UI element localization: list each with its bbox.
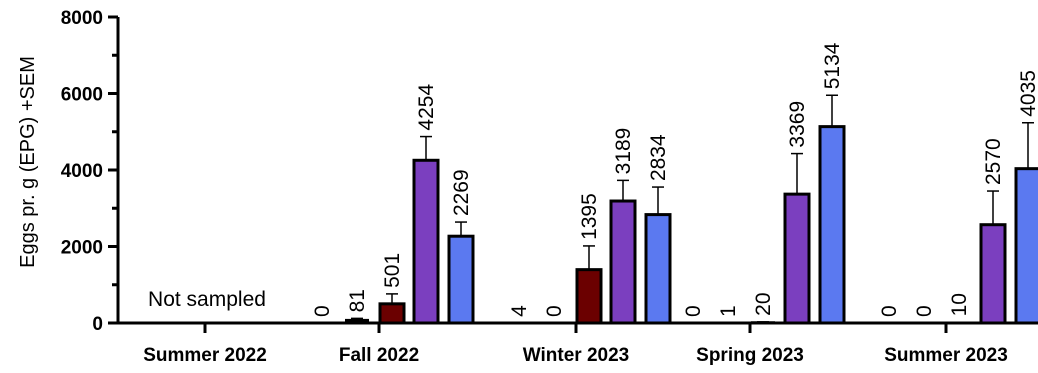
data-label: 3189	[612, 128, 635, 175]
x-tick-label: Spring 2023	[696, 345, 804, 366]
annotation: Not sampled	[148, 288, 266, 311]
data-label: 4035	[1017, 70, 1038, 117]
data-label: 2269	[450, 169, 473, 216]
data-label: 0	[543, 305, 566, 317]
y-tick-label: 6000	[61, 85, 103, 106]
data-label: 81	[346, 289, 369, 312]
bar	[818, 125, 846, 325]
bar	[575, 268, 603, 325]
data-label: 501	[381, 253, 404, 288]
x-tick-label: Summer 2023	[884, 345, 1008, 366]
y-tick-label: 4000	[61, 161, 103, 182]
bar	[1014, 167, 1038, 325]
y-tick-label: 0	[92, 314, 103, 335]
bar	[507, 321, 531, 324]
data-label: 1	[717, 305, 740, 317]
data-label: 4	[508, 305, 531, 317]
bar	[345, 318, 369, 322]
bar	[412, 158, 440, 325]
data-label: 0	[682, 305, 705, 317]
bar	[447, 234, 475, 325]
x-tick-label: Winter 2023	[523, 345, 630, 366]
data-label: 0	[878, 305, 901, 317]
bar	[644, 213, 672, 325]
data-label: 20	[752, 292, 775, 315]
bar	[716, 321, 740, 324]
y-tick-label: 2000	[61, 238, 103, 259]
x-tick-label: Fall 2022	[339, 345, 419, 366]
y-axis-title: Eggs pr. g (EPG) +SEM	[17, 56, 39, 268]
bar	[979, 223, 1007, 325]
data-label: 3369	[786, 101, 809, 148]
data-label: 2570	[982, 138, 1005, 185]
data-label: 2834	[647, 134, 670, 181]
x-tick-label: Summer 2022	[143, 345, 267, 366]
bar	[783, 192, 811, 325]
data-label: 10	[948, 293, 971, 316]
bar	[378, 302, 406, 325]
data-label: 0	[913, 305, 936, 317]
bar	[609, 199, 637, 325]
data-label: 0	[311, 305, 334, 317]
data-label: 4254	[415, 84, 438, 131]
data-label: 1395	[578, 193, 601, 240]
y-tick-label: 8000	[61, 8, 103, 29]
data-label: 5134	[821, 42, 844, 89]
